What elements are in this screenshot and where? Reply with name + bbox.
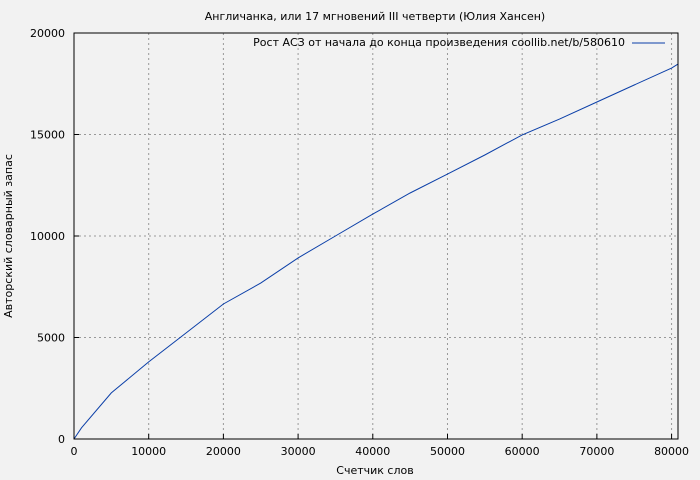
x-tick-label: 60000 (505, 445, 540, 458)
x-tick-label: 70000 (579, 445, 614, 458)
x-tick-label: 40000 (355, 445, 390, 458)
grid (74, 33, 678, 439)
y-tick-label: 0 (58, 433, 65, 446)
legend-label: Рост АСЗ от начала до конца произведения… (253, 36, 625, 49)
x-tick-label: 10000 (131, 445, 166, 458)
x-tick-label: 20000 (206, 445, 241, 458)
ticks: 0 10000 20000 30000 40000 50000 60000 70000 8000… (30, 27, 689, 458)
series-group (73, 63, 679, 440)
y-tick-label: 5000 (37, 332, 65, 345)
x-tick-label: 0 (71, 445, 78, 458)
y-tick-label: 10000 (30, 230, 65, 243)
chart-title: Англичанка, или 17 мгновений III четверт… (205, 10, 545, 23)
y-axis-label: Авторский словарный запас (2, 154, 15, 318)
plot-border (73, 32, 679, 440)
x-tick-label: 80000 (654, 445, 689, 458)
series-line (73, 63, 679, 440)
x-tick-label: 30000 (281, 445, 316, 458)
x-axis-label: Счетчик слов (336, 464, 413, 477)
y-tick-label: 20000 (30, 27, 65, 40)
x-tick-label: 50000 (430, 445, 465, 458)
y-tick-label: 15000 (30, 129, 65, 142)
